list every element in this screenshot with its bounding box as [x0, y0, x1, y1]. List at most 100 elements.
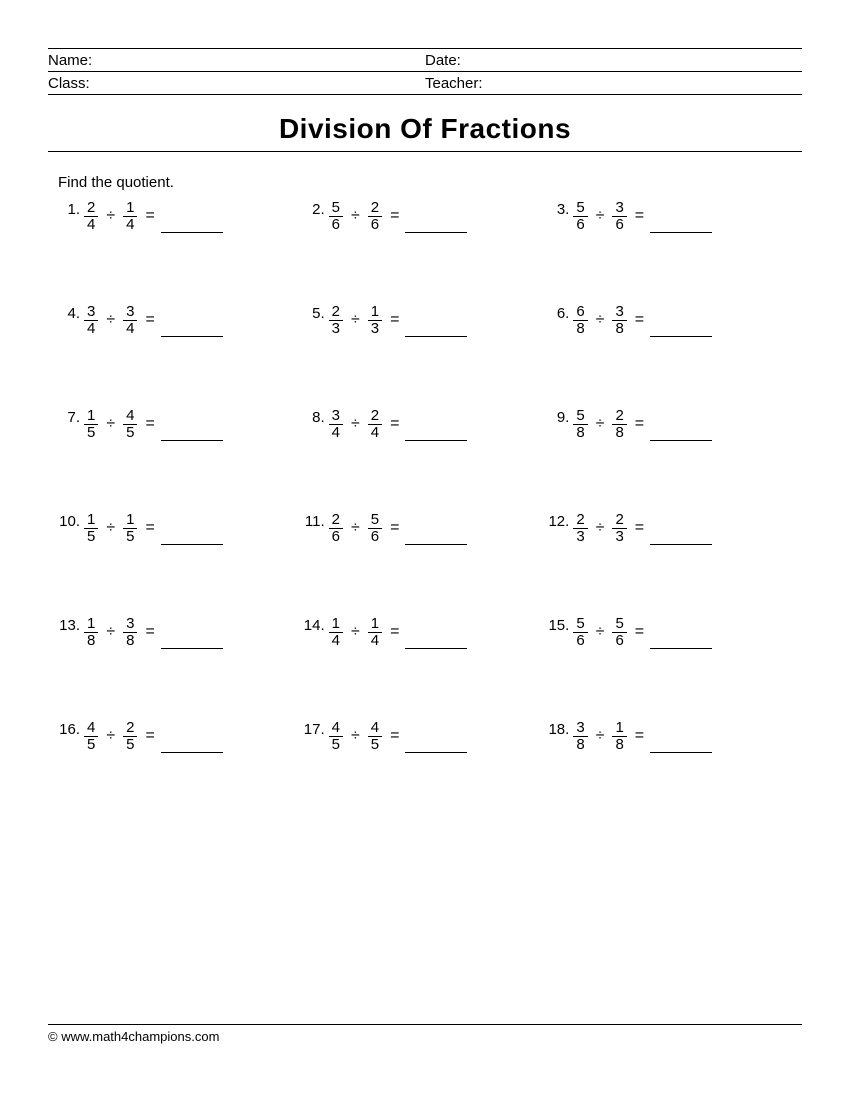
answer-blank[interactable]: [161, 735, 223, 753]
divide-operator: ÷: [594, 623, 607, 641]
problem-expression: 45÷45=: [329, 719, 468, 753]
fraction-b-denominator: 5: [368, 737, 382, 753]
equals-sign: =: [388, 207, 401, 225]
divide-operator: ÷: [104, 519, 117, 537]
divide-operator: ÷: [594, 207, 607, 225]
problem-expression: 68÷38=: [573, 303, 712, 337]
fraction-a-numerator: 5: [573, 408, 587, 425]
problem: 10.15÷15=: [58, 511, 303, 545]
fraction-b-numerator: 2: [612, 408, 626, 425]
date-field[interactable]: Date:: [425, 51, 802, 71]
answer-blank[interactable]: [650, 423, 712, 441]
problem-expression: 58÷28=: [573, 407, 712, 441]
problem-number: 9.: [547, 407, 573, 426]
name-field[interactable]: Name:: [48, 51, 425, 71]
answer-blank[interactable]: [161, 423, 223, 441]
equals-sign: =: [633, 727, 646, 745]
fraction-b: 18: [612, 720, 626, 753]
answer-blank[interactable]: [650, 631, 712, 649]
equals-sign: =: [633, 207, 646, 225]
problem: 6.68÷38=: [547, 303, 792, 337]
fraction-a-denominator: 6: [329, 217, 343, 233]
fraction-b-numerator: 2: [123, 720, 137, 737]
fraction-a-denominator: 8: [573, 321, 587, 337]
fraction-a: 15: [84, 512, 98, 545]
equals-sign: =: [143, 623, 156, 641]
answer-blank[interactable]: [650, 735, 712, 753]
fraction-b-numerator: 1: [612, 720, 626, 737]
fraction-b-numerator: 4: [123, 408, 137, 425]
fraction-a: 38: [573, 720, 587, 753]
equals-sign: =: [143, 415, 156, 433]
teacher-field[interactable]: Teacher:: [425, 74, 802, 94]
problem: 5.23÷13=: [303, 303, 548, 337]
fraction-b: 34: [123, 304, 137, 337]
fraction-a-denominator: 3: [329, 321, 343, 337]
fraction-a: 56: [573, 616, 587, 649]
equals-sign: =: [143, 311, 156, 329]
fraction-a: 26: [329, 512, 343, 545]
problem-expression: 15÷15=: [84, 511, 223, 545]
fraction-a-numerator: 4: [329, 720, 343, 737]
problem-number: 16.: [58, 719, 84, 738]
answer-blank[interactable]: [405, 735, 467, 753]
fraction-a-numerator: 5: [573, 616, 587, 633]
fraction-a-denominator: 3: [573, 529, 587, 545]
answer-blank[interactable]: [161, 527, 223, 545]
fraction-b: 45: [368, 720, 382, 753]
divide-operator: ÷: [349, 519, 362, 537]
fraction-a-denominator: 6: [573, 633, 587, 649]
problem: 14.14÷14=: [303, 615, 548, 649]
header-row-2: Class: Teacher:: [48, 72, 802, 95]
answer-blank[interactable]: [405, 631, 467, 649]
problem-number: 10.: [58, 511, 84, 530]
answer-blank[interactable]: [405, 527, 467, 545]
fraction-b-denominator: 6: [612, 217, 626, 233]
problem-number: 17.: [303, 719, 329, 738]
problem-expression: 15÷45=: [84, 407, 223, 441]
fraction-a-denominator: 6: [573, 217, 587, 233]
divide-operator: ÷: [349, 415, 362, 433]
problem-expression: 56÷56=: [573, 615, 712, 649]
fraction-a-numerator: 6: [573, 304, 587, 321]
answer-blank[interactable]: [650, 319, 712, 337]
answer-blank[interactable]: [405, 319, 467, 337]
equals-sign: =: [633, 311, 646, 329]
problem: 17.45÷45=: [303, 719, 548, 753]
fraction-b-denominator: 8: [612, 737, 626, 753]
problem-number: 18.: [547, 719, 573, 738]
divide-operator: ÷: [104, 311, 117, 329]
divide-operator: ÷: [349, 623, 362, 641]
problem-expression: 23÷23=: [573, 511, 712, 545]
fraction-b: 28: [612, 408, 626, 441]
answer-blank[interactable]: [161, 215, 223, 233]
answer-blank[interactable]: [650, 527, 712, 545]
problem-expression: 38 ÷ 18 =: [573, 719, 712, 753]
divide-operator: ÷: [594, 727, 607, 745]
problem: 15.56÷56=: [547, 615, 792, 649]
fraction-b-denominator: 5: [123, 529, 137, 545]
answer-blank[interactable]: [405, 423, 467, 441]
fraction-b-numerator: 1: [368, 616, 382, 633]
equals-sign: =: [143, 207, 156, 225]
fraction-b-numerator: 1: [123, 200, 137, 217]
problem: 13.18÷38=: [58, 615, 303, 649]
fraction-b-numerator: 2: [612, 512, 626, 529]
problem: 4.34÷34=: [58, 303, 303, 337]
fraction-a-denominator: 5: [84, 425, 98, 441]
page-title: Division Of Fractions: [48, 113, 802, 145]
fraction-b: 23: [612, 512, 626, 545]
answer-blank[interactable]: [650, 215, 712, 233]
fraction-a-numerator: 2: [329, 304, 343, 321]
problem: 8.34÷24=: [303, 407, 548, 441]
fraction-a-numerator: 5: [573, 200, 587, 217]
problem: 18.38 ÷ 18 =: [547, 719, 792, 753]
answer-blank[interactable]: [161, 631, 223, 649]
fraction-a-denominator: 8: [84, 633, 98, 649]
fraction-a: 23: [329, 304, 343, 337]
answer-blank[interactable]: [161, 319, 223, 337]
class-field[interactable]: Class:: [48, 74, 425, 94]
answer-blank[interactable]: [405, 215, 467, 233]
fraction-b-numerator: 3: [612, 200, 626, 217]
problem-number: 11.: [303, 511, 329, 530]
